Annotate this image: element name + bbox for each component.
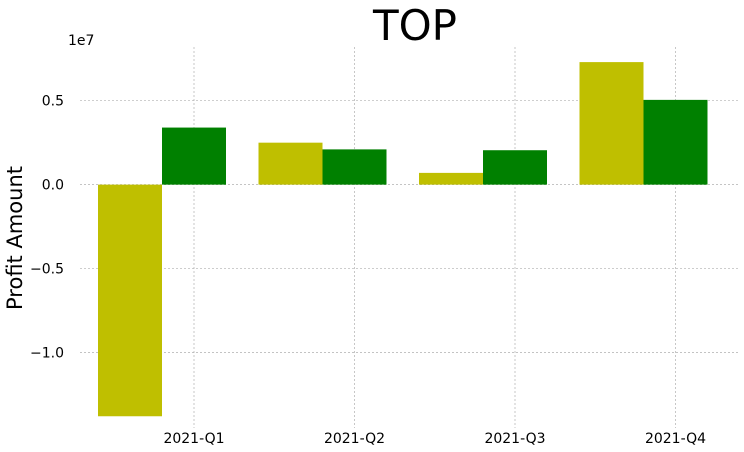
y-tick-label: −1.0 bbox=[30, 345, 64, 361]
bar-series-1 bbox=[579, 62, 644, 185]
bar-series-1 bbox=[98, 184, 162, 417]
x-tick-label: 2021-Q3 bbox=[484, 431, 545, 447]
y-axis-label: Profit Amount bbox=[3, 166, 27, 310]
x-tick-label: 2021-Q4 bbox=[645, 431, 706, 447]
bar-series-2 bbox=[162, 127, 226, 185]
bar-series-1 bbox=[258, 142, 323, 185]
bar-series-2 bbox=[643, 99, 708, 185]
y-offset-label: 1e7 bbox=[68, 33, 94, 49]
bar-series-2 bbox=[483, 150, 547, 185]
bar-series-1 bbox=[419, 172, 483, 185]
y-tick-label: −0.5 bbox=[30, 262, 64, 278]
grid-lines bbox=[80, 47, 740, 428]
x-tick-label: 2021-Q2 bbox=[324, 431, 385, 447]
chart-title: TOP bbox=[372, 1, 457, 50]
y-tick-label: 0.0 bbox=[42, 178, 64, 194]
bar-series-2 bbox=[322, 149, 387, 185]
bars bbox=[98, 62, 708, 417]
x-tick-label: 2021-Q1 bbox=[163, 431, 224, 447]
y-tick-label: 0.5 bbox=[42, 94, 64, 110]
tick-labels: −1.0 −0.5 0.0 0.5 2021-Q1 2021-Q2 2021-Q3 2021-… bbox=[30, 94, 706, 447]
